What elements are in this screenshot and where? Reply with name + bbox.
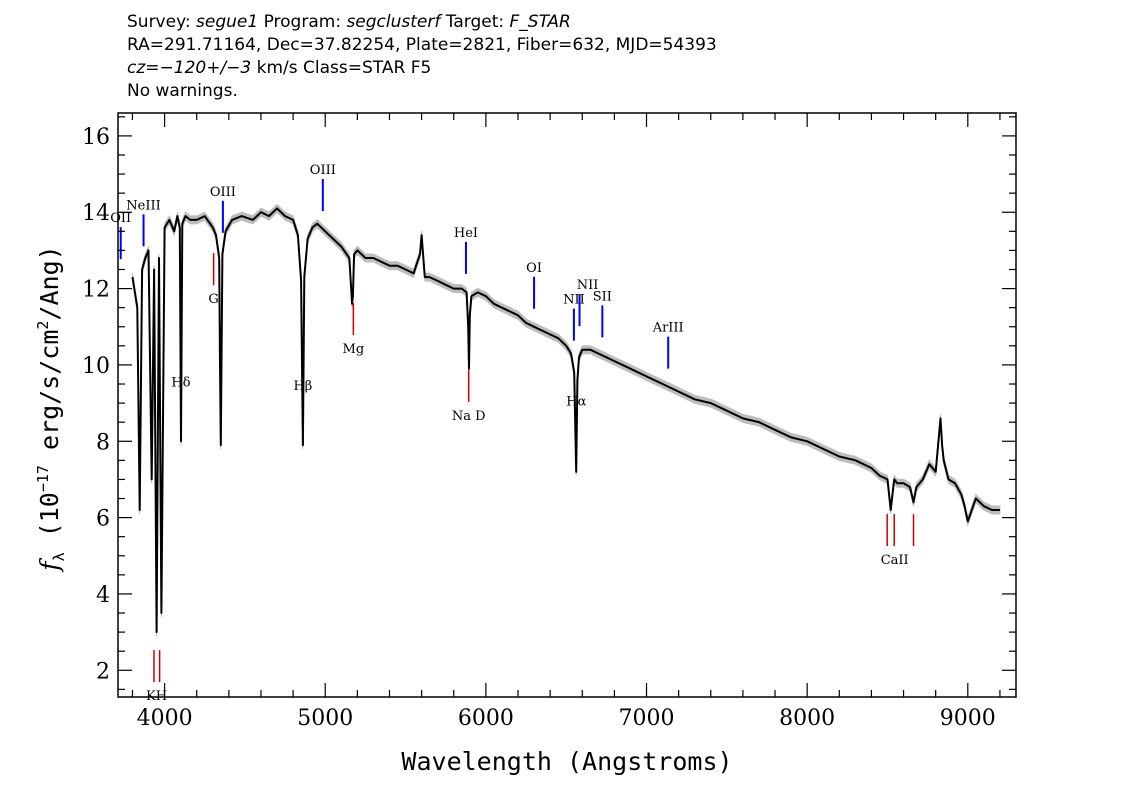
spectrum-header: Survey: segue1 Program: segclusterf Targ… — [127, 11, 1027, 103]
y-tick-label: 12 — [82, 278, 110, 303]
error-band-area — [132, 203, 1001, 637]
header-line-redshift: cz=−120+/−3 km/s Class=STAR F5 — [127, 57, 1027, 80]
y-title-unit-c: /Ang) — [35, 245, 64, 320]
program-label: Program: — [258, 12, 347, 32]
y-axis-title: fλ (10−17 erg/s/cm2/Ang) — [34, 245, 68, 572]
x-tick-label: 6000 — [458, 706, 514, 731]
y-tick-label: 4 — [96, 583, 110, 608]
y-tick-label: 16 — [82, 125, 110, 150]
x-tick-label: 9000 — [940, 706, 996, 731]
y-title-lambda: λ — [50, 552, 68, 561]
x-tick-label: 5000 — [297, 706, 353, 731]
x-axis-title: Wavelength (Angstroms) — [401, 747, 732, 776]
y-title-exp2: 2 — [34, 321, 52, 330]
target-label: Target: — [440, 12, 510, 32]
axes — [117, 112, 1017, 698]
header-line-coordinates: RA=291.71164, Dec=37.82254, Plate=2821, … — [127, 35, 717, 55]
tick-labels: 4000 5000 6000 7000 8000 9000 2 4 6 8 10 12 14 16 — [82, 125, 996, 731]
emission-line-label: OII — [110, 211, 131, 226]
x-tick-label: 7000 — [619, 706, 675, 731]
y-title-unit-b: erg/s/cm — [35, 330, 64, 465]
header-line-warnings: No warnings. — [127, 81, 238, 101]
x-tick-label: 4000 — [137, 706, 193, 731]
y-tick-label: 6 — [96, 507, 110, 532]
error-band — [132, 203, 1001, 637]
header-line-survey: Survey: segue1 Program: segclusterf Targ… — [127, 11, 1027, 34]
target-value: F_STAR — [509, 12, 571, 32]
emission-line-label: OIII — [210, 185, 236, 200]
x-tick-label: 8000 — [779, 706, 835, 731]
series-layer — [131, 207, 1000, 634]
plot-frame — [117, 112, 1017, 698]
survey-label: Survey: — [127, 12, 197, 32]
emission-line-label: OIII — [310, 163, 336, 178]
y-title-unit-a: (10 — [35, 492, 64, 552]
emission-line-label: HeI — [454, 226, 478, 241]
y-title-exp17: −17 — [34, 465, 52, 492]
emission-line-label: SII — [593, 289, 612, 304]
y-tick-label: 2 — [96, 659, 110, 684]
cz-value: cz=−120+/−3 — [127, 58, 252, 78]
program-value: segclusterf — [346, 12, 441, 32]
y-tick-label: 14 — [82, 201, 110, 226]
y-title-f: f — [35, 558, 64, 573]
emission-line-label: NII — [577, 278, 599, 293]
absorption-line-label: G — [208, 292, 218, 307]
emission-line-label: OI — [526, 261, 542, 276]
emission-line-label: ArIII — [652, 321, 684, 336]
absorption-line-label: CaII — [881, 553, 909, 568]
spectrum-line — [131, 207, 1000, 634]
absorption-line-label: Mg — [343, 342, 365, 357]
emission-line-label: NeIII — [126, 198, 160, 213]
y-tick-label: 8 — [96, 430, 110, 455]
survey-value: segue1 — [196, 12, 259, 32]
emission-line-label: NII — [563, 293, 585, 308]
class-value: km/s Class=STAR F5 — [251, 58, 432, 78]
absorption-line-label: Na D — [452, 409, 486, 424]
y-tick-label: 10 — [82, 354, 110, 379]
